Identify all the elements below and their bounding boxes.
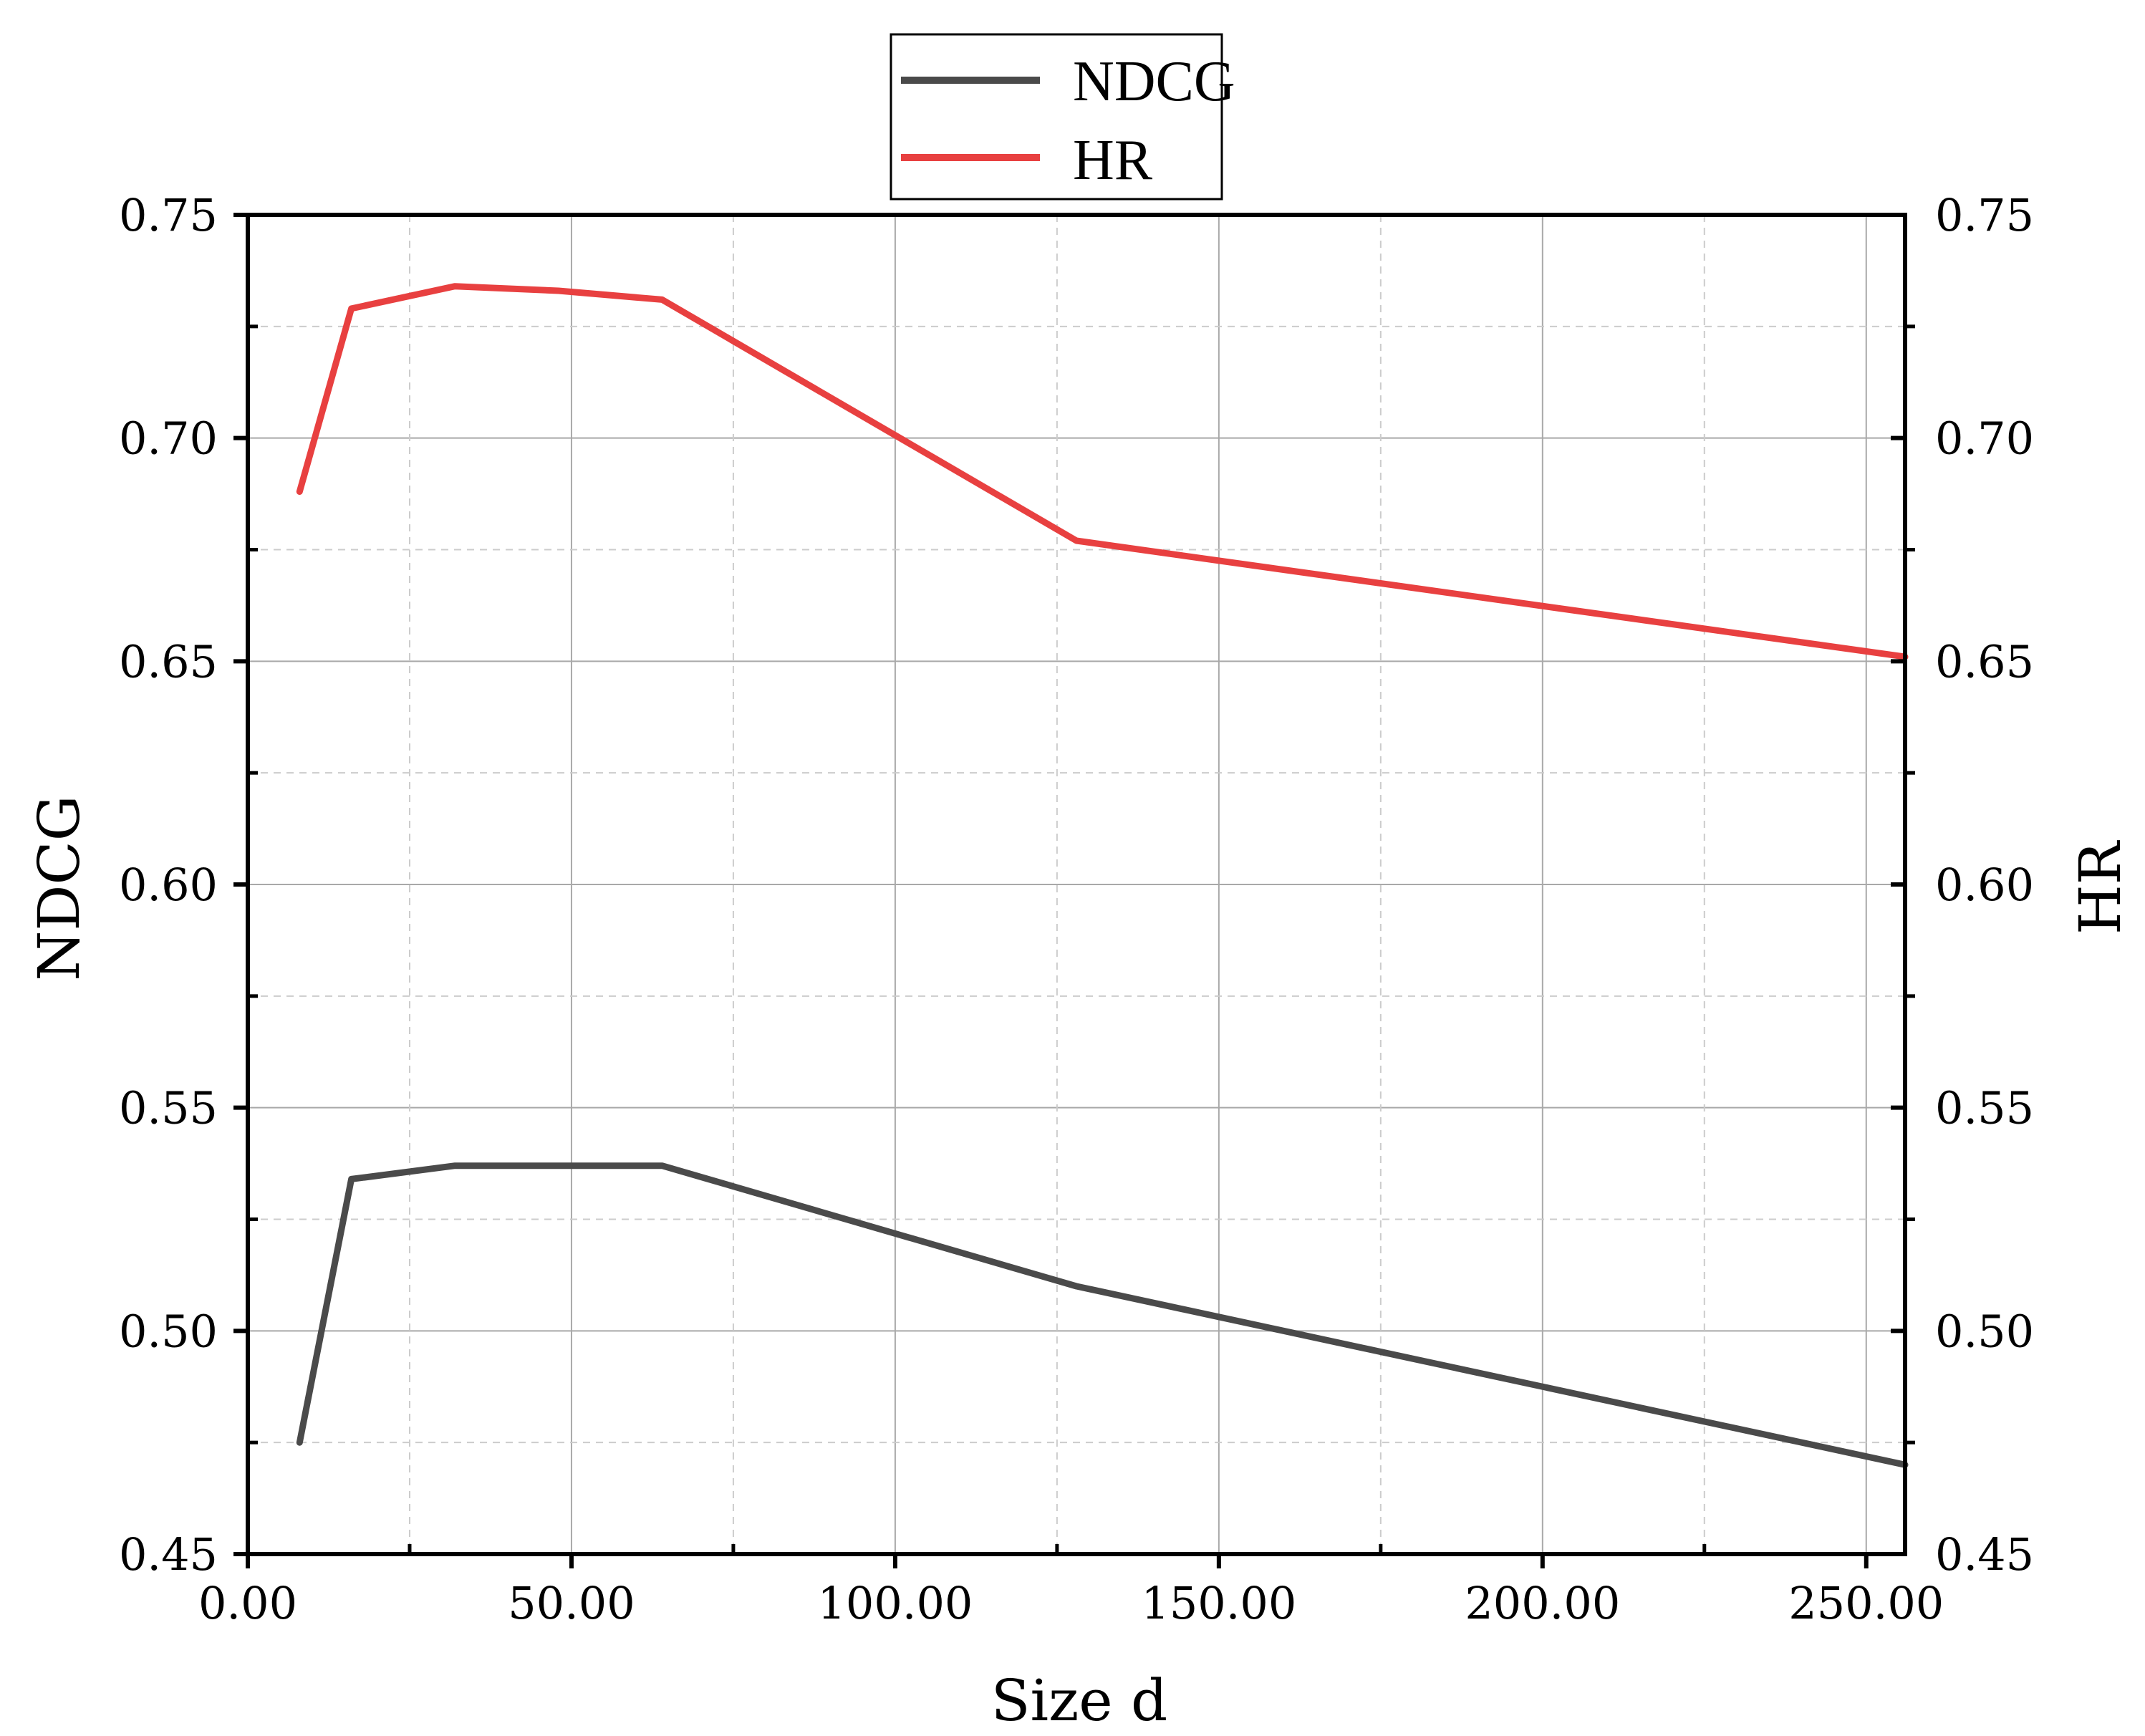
y-right-tick-label: 0.45	[1935, 1528, 2034, 1581]
y-left-tick-label: 0.65	[119, 635, 218, 688]
y-right-tick-label: 0.75	[1935, 189, 2034, 241]
y-right-tick-label: 0.65	[1935, 635, 2034, 688]
y-right-tick-label: 0.70	[1935, 413, 2034, 465]
grid-lines	[248, 215, 1905, 1554]
y-left-tick-label: 0.55	[119, 1082, 218, 1134]
x-axis-title: Size d	[991, 1667, 1168, 1734]
y-right-tick-label: 0.50	[1935, 1305, 2034, 1357]
legend: NDCG HR	[890, 33, 1235, 201]
y-left-tick-label: 0.60	[119, 859, 218, 911]
y-left-tick-label: 0.70	[119, 413, 218, 465]
legend-box	[890, 33, 1223, 201]
y-axis-title-left: NDCG	[26, 795, 92, 980]
y-right-tick-label: 0.60	[1935, 859, 2034, 911]
x-tick-label: 250.00	[1788, 1577, 1944, 1629]
y-left-tick-label: 0.50	[119, 1305, 218, 1357]
tick-labels: 0.00 50.00 100.00 150.00 200.00 250.000.45 0.4…	[119, 189, 2034, 1629]
x-tick-label: 50.00	[508, 1577, 635, 1629]
y-left-tick-label: 0.45	[119, 1528, 218, 1581]
x-tick-label: 0.00	[198, 1577, 297, 1629]
x-tick-label: 150.00	[1141, 1577, 1296, 1629]
series-line-ndcg	[296, 1162, 1909, 1468]
legend-label-ndcg: NDCG	[1073, 50, 1235, 113]
series-lines	[296, 283, 1909, 1468]
tick-marks	[233, 213, 1915, 1568]
y-right-tick-label: 0.55	[1935, 1082, 2034, 1134]
series-line-hr	[296, 283, 1909, 660]
y-left-tick-label: 0.75	[119, 189, 218, 241]
y-axis-title-right: HR	[2067, 839, 2134, 935]
legend-label-hr: HR	[1073, 129, 1153, 192]
x-tick-label: 100.00	[817, 1577, 973, 1629]
x-tick-label: 200.00	[1465, 1577, 1620, 1629]
